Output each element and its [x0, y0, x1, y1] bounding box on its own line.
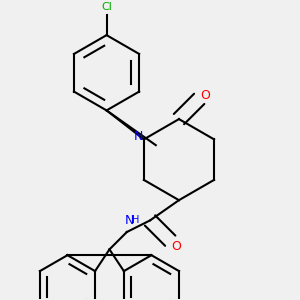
Text: O: O	[171, 240, 181, 253]
Text: H: H	[132, 215, 139, 225]
Text: O: O	[200, 89, 210, 102]
Text: Cl: Cl	[101, 2, 112, 12]
Text: N: N	[134, 130, 143, 143]
Text: N: N	[125, 214, 134, 227]
